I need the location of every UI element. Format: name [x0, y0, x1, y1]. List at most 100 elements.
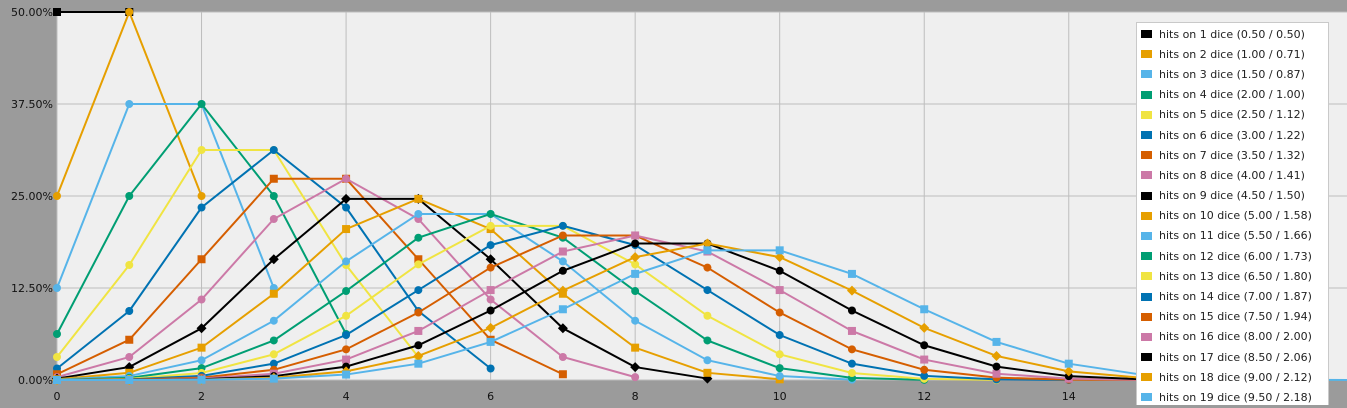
- data-point: [631, 316, 640, 325]
- data-point: [197, 255, 206, 264]
- legend-swatch: [1141, 373, 1152, 382]
- legend-item[interactable]: hits on 14 dice (7.00 / 1.87): [1137, 286, 1328, 306]
- data-point: [558, 257, 567, 266]
- legend-swatch: [1141, 312, 1152, 321]
- data-point: [775, 372, 784, 381]
- data-point: [342, 203, 351, 212]
- legend: hits on 1 dice (0.50 / 0.50) hits on 2 di…: [1136, 22, 1329, 405]
- data-point: [486, 221, 495, 230]
- legend-item[interactable]: hits on 16 dice (8.00 / 2.00): [1137, 327, 1328, 347]
- data-point: [269, 374, 278, 383]
- data-point: [414, 209, 423, 218]
- data-point: [342, 225, 351, 234]
- data-point: [53, 375, 61, 384]
- series-line: [56, 234, 1142, 381]
- data-point: [486, 337, 495, 346]
- x-tick-label: 2: [198, 390, 205, 403]
- data-point: [414, 341, 423, 350]
- data-point: [992, 362, 1001, 371]
- data-point: [486, 364, 495, 373]
- legend-swatch: [1141, 231, 1152, 240]
- data-point: [846, 285, 857, 296]
- data-point: [631, 239, 640, 248]
- data-point: [774, 252, 785, 263]
- legend-item[interactable]: hits on 13 dice (6.50 / 1.80): [1137, 266, 1328, 286]
- data-point: [631, 260, 640, 269]
- data-point: [558, 353, 567, 361]
- legend-item[interactable]: hits on 10 dice (5.00 / 1.58): [1137, 206, 1328, 226]
- data-point: [125, 335, 134, 344]
- data-point: [53, 284, 61, 292]
- legend-item[interactable]: hits on 17 dice (8.50 / 2.06): [1137, 347, 1328, 367]
- data-point: [775, 266, 784, 275]
- data-point: [631, 287, 640, 296]
- legend-label: hits on 12 dice (6.00 / 1.73): [1159, 249, 1312, 263]
- data-point: [558, 221, 567, 230]
- legend-label: hits on 13 dice (6.50 / 1.80): [1159, 269, 1312, 283]
- data-point: [197, 356, 206, 365]
- legend-swatch: [1141, 171, 1152, 180]
- legend-item[interactable]: hits on 8 dice (4.00 / 1.41): [1137, 165, 1328, 185]
- data-point: [269, 192, 278, 200]
- legend-label: hits on 7 dice (3.50 / 1.32): [1159, 148, 1305, 162]
- data-point: [269, 174, 278, 183]
- data-point: [342, 174, 351, 183]
- data-point: [414, 194, 423, 203]
- axes: 0.00% 12.50% 25.00% 37.50% 50.00% 0 2 4 6 8 10 12 14: [11, 6, 1076, 403]
- series-line: [56, 197, 708, 380]
- legend-item[interactable]: hits on 9 dice (4.50 / 1.50): [1137, 186, 1328, 206]
- legend-item[interactable]: hits on 11 dice (5.50 / 1.66): [1137, 226, 1328, 246]
- data-point: [847, 269, 856, 278]
- legend-swatch: [1141, 292, 1152, 301]
- legend-item[interactable]: hits on 6 dice (3.00 / 1.22): [1137, 125, 1328, 145]
- data-point: [269, 289, 278, 298]
- data-point: [703, 263, 712, 272]
- legend-swatch: [1141, 30, 1152, 39]
- legend-label: hits on 8 dice (4.00 / 1.41): [1159, 168, 1305, 182]
- series-line: [56, 212, 853, 381]
- data-point: [775, 308, 784, 317]
- data-point: [342, 370, 351, 379]
- y-tick-label: 50.00%: [11, 6, 53, 19]
- series-line: [56, 103, 275, 289]
- data-point: [414, 359, 423, 368]
- legend-item[interactable]: hits on 15 dice (7.50 / 1.94): [1137, 307, 1328, 327]
- data-point: [703, 246, 712, 255]
- data-point: [775, 286, 784, 295]
- data-point: [342, 257, 351, 266]
- data-point: [1064, 359, 1073, 368]
- y-tick-label: 0.00%: [18, 374, 53, 387]
- data-point: [125, 353, 134, 361]
- legend-item[interactable]: hits on 18 dice (9.00 / 2.12): [1137, 367, 1328, 387]
- data-point: [631, 373, 640, 382]
- legend-swatch: [1141, 90, 1152, 99]
- data-point: [919, 322, 930, 333]
- series-line: [56, 149, 420, 358]
- data-point: [847, 368, 856, 377]
- data-point: [775, 246, 784, 255]
- legend-item[interactable]: hits on 4 dice (2.00 / 1.00): [1137, 85, 1328, 105]
- data-point: [703, 356, 712, 365]
- data-point: [269, 215, 278, 223]
- legend-swatch: [1141, 50, 1152, 59]
- x-tick-label: 4: [343, 390, 350, 403]
- legend-swatch: [1141, 211, 1152, 220]
- legend-item[interactable]: hits on 2 dice (1.00 / 0.71): [1137, 44, 1328, 64]
- data-point: [125, 192, 134, 200]
- data-point: [125, 307, 134, 315]
- y-tick-label: 25.00%: [11, 190, 53, 203]
- data-point: [414, 260, 423, 269]
- legend-label: hits on 19 dice (9.50 / 2.18): [1159, 390, 1312, 404]
- legend-label: hits on 5 dice (2.50 / 1.12): [1159, 108, 1305, 122]
- data-point: [414, 286, 423, 295]
- legend-item[interactable]: hits on 19 dice (9.50 / 2.18): [1137, 387, 1328, 407]
- legend-item[interactable]: hits on 3 dice (1.50 / 0.87): [1137, 64, 1328, 84]
- legend-item[interactable]: hits on 1 dice (0.50 / 0.50): [1137, 24, 1328, 44]
- x-tick-label: 8: [632, 390, 639, 403]
- legend-item[interactable]: hits on 7 dice (3.50 / 1.32): [1137, 145, 1328, 165]
- data-point: [125, 375, 134, 384]
- legend-label: hits on 15 dice (7.50 / 1.94): [1159, 310, 1312, 324]
- data-point: [414, 255, 423, 264]
- legend-item[interactable]: hits on 12 dice (6.00 / 1.73): [1137, 246, 1328, 266]
- legend-item[interactable]: hits on 5 dice (2.50 / 1.12): [1137, 105, 1328, 125]
